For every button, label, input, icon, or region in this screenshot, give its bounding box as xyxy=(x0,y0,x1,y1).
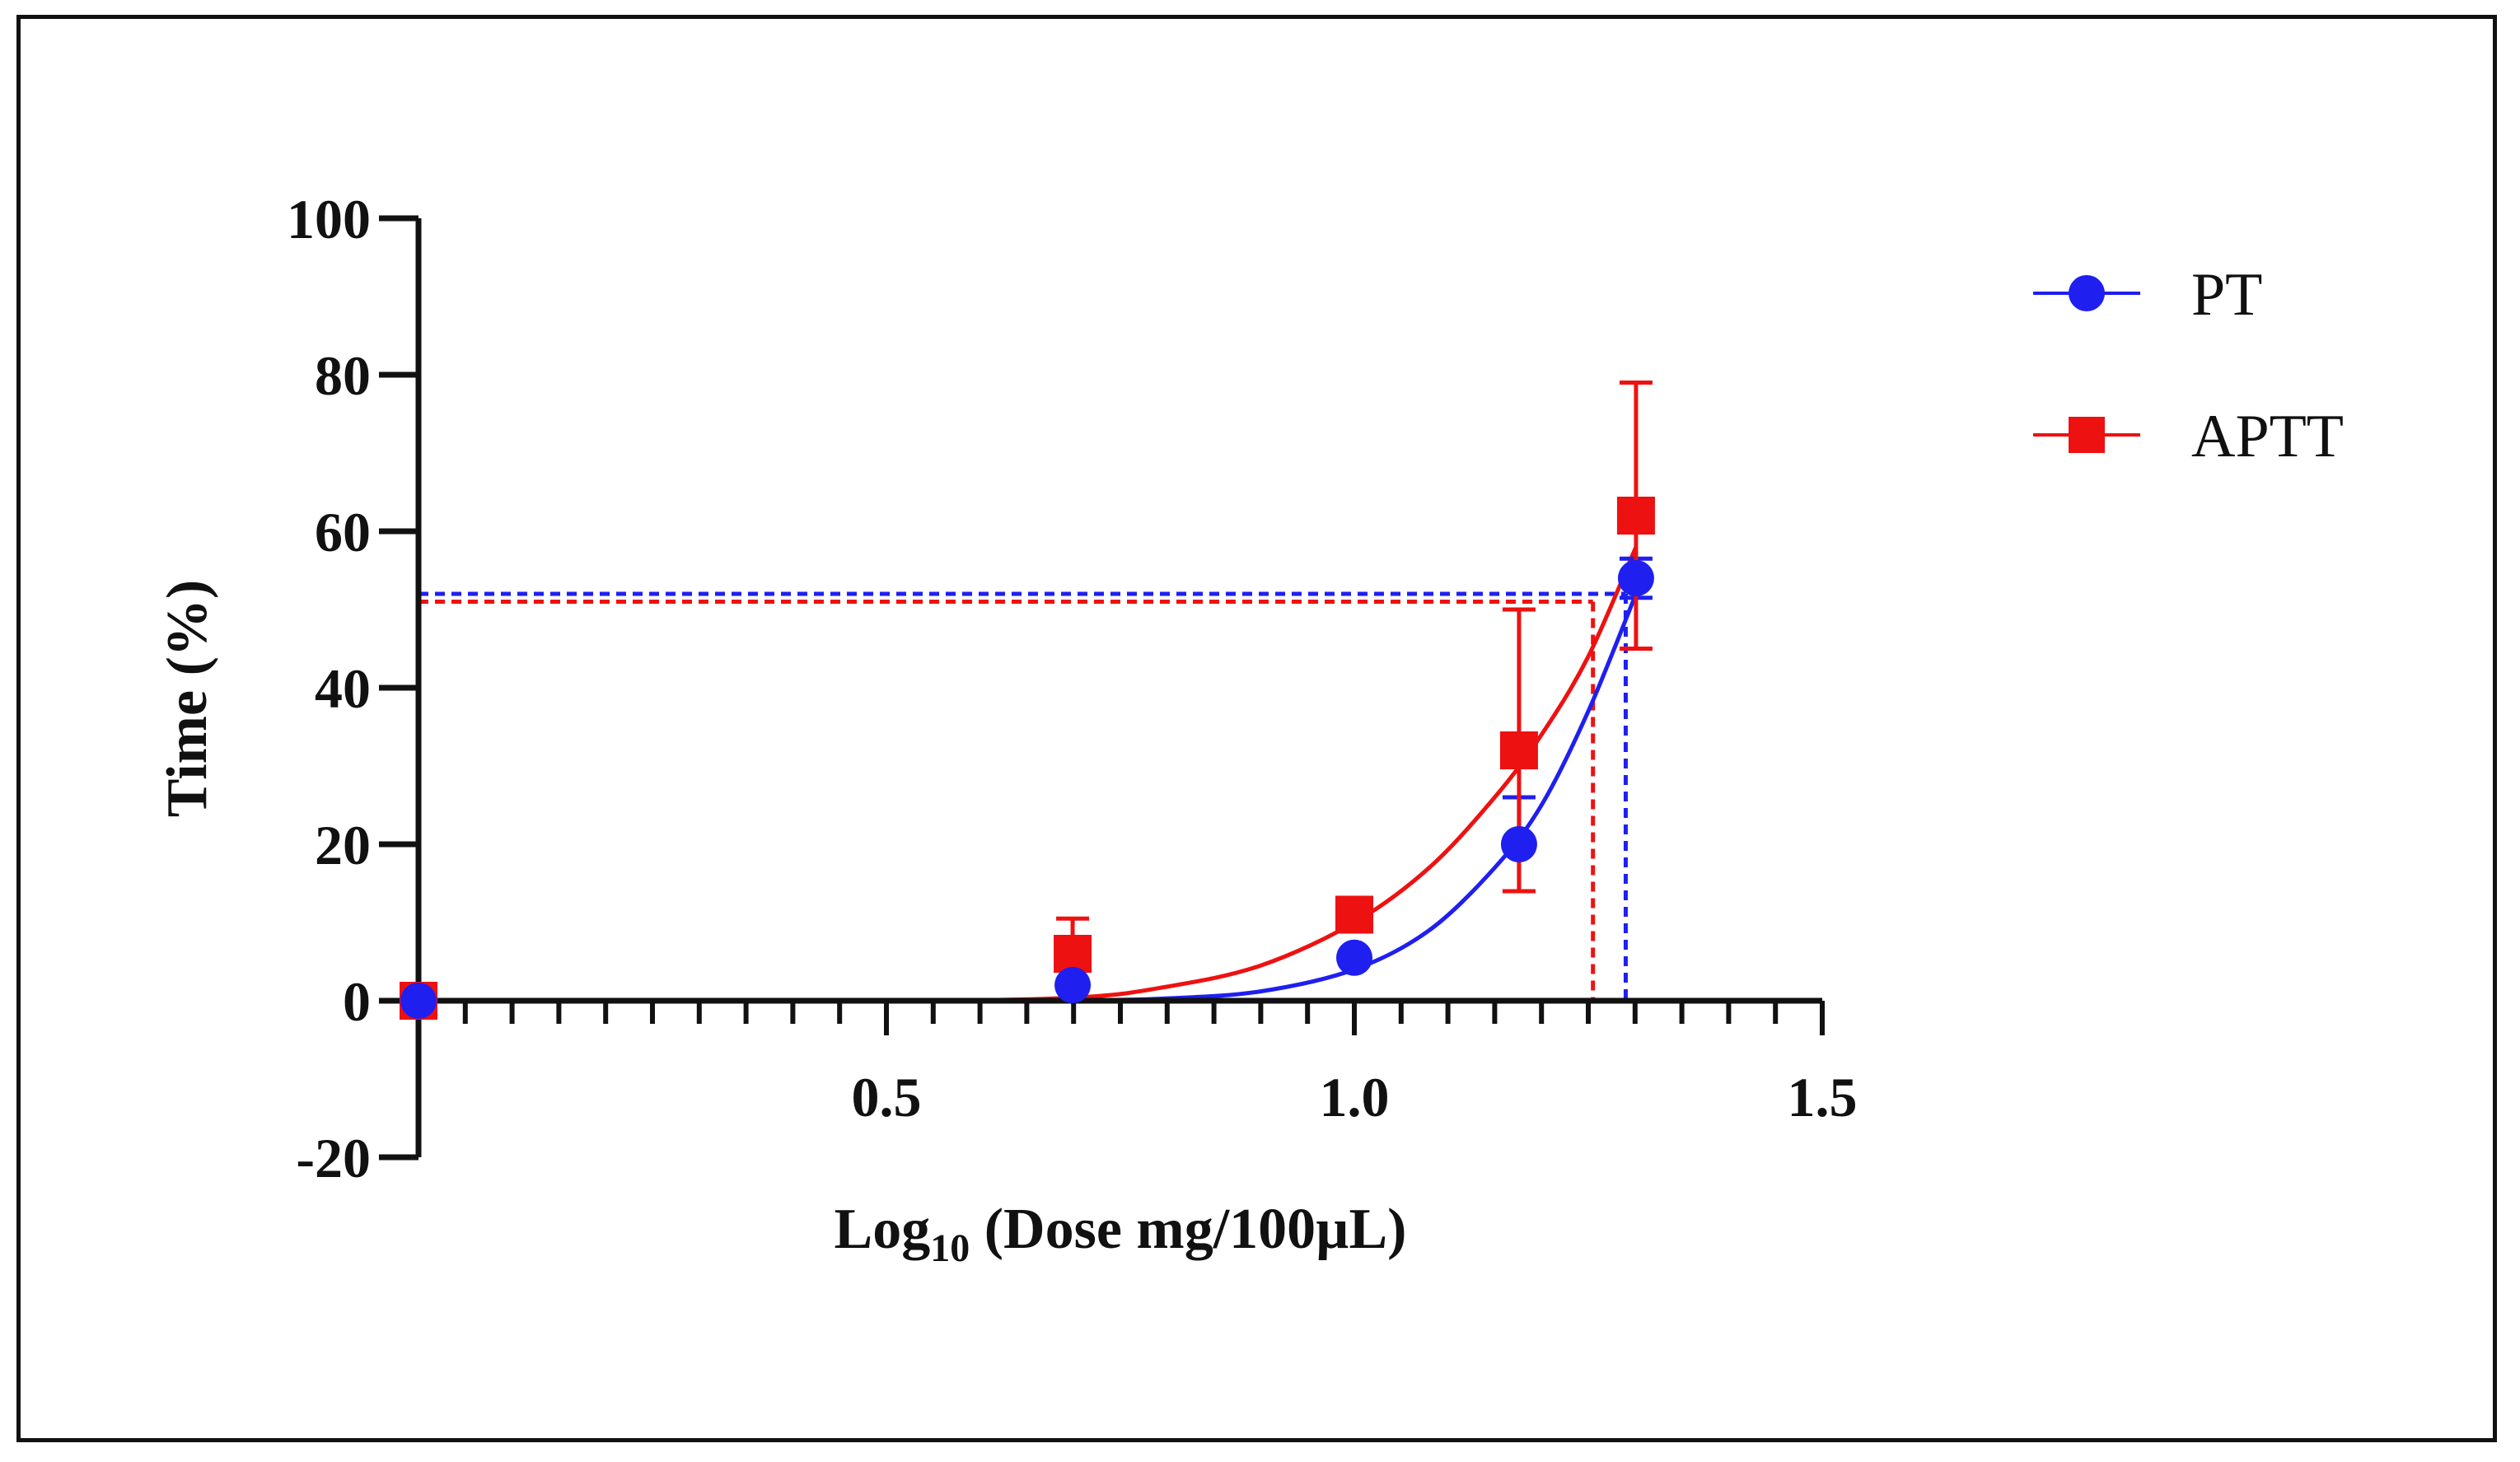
data-point-pt xyxy=(1617,560,1654,596)
data-point-pt xyxy=(1500,826,1537,862)
data-point-aptt xyxy=(1499,731,1538,769)
data-points xyxy=(400,497,1655,1020)
legend-pt-label: PT xyxy=(2191,261,2262,329)
fit-curve-pt xyxy=(418,593,1639,1003)
data-point-aptt xyxy=(1616,497,1655,535)
y-tick-label: 40 xyxy=(315,657,371,720)
x-tick-label: 1.0 xyxy=(1320,1066,1390,1128)
legend-pt-marker xyxy=(2069,275,2105,311)
data-point-pt xyxy=(1054,967,1092,1003)
x-axis-ticks: 0.5 1.0 1.5 xyxy=(462,1001,1858,1128)
y-axis-title: Time (%) xyxy=(156,580,219,817)
legend-aptt-marker xyxy=(2069,417,2105,453)
x-axis-title-rest: (Dose mg/100µL) xyxy=(970,1198,1406,1261)
ic50-reference-lines xyxy=(418,591,1628,1001)
legend-aptt-label: APTT xyxy=(2191,403,2344,470)
data-point-aptt xyxy=(1054,935,1092,973)
fitted-curves xyxy=(418,546,1639,1003)
y-axis-ticks: -20 0 20 40 60 80 100 xyxy=(287,188,418,1189)
legend: PT APTT xyxy=(2033,261,2344,470)
legend-item-aptt: APTT xyxy=(2033,403,2344,470)
x-axis-title: Log10 (Dose mg/100µL) xyxy=(835,1198,1407,1270)
y-tick-label: 20 xyxy=(315,814,371,876)
y-tick-label: 100 xyxy=(287,188,371,250)
x-axis-title-main: Log xyxy=(835,1198,931,1261)
data-point-pt xyxy=(1336,939,1372,976)
data-point-aptt xyxy=(1335,895,1373,934)
data-point-pt xyxy=(400,983,437,1019)
y-tick-label: 60 xyxy=(315,501,371,563)
x-axis-title-subscript: 10 xyxy=(930,1226,970,1270)
legend-item-pt: PT xyxy=(2033,261,2262,329)
fit-curve-aptt xyxy=(418,546,1639,1003)
y-tick-label: -20 xyxy=(296,1127,371,1189)
x-tick-label: 0.5 xyxy=(852,1066,922,1128)
figure-frame xyxy=(16,15,2497,1442)
y-tick-label: 0 xyxy=(343,970,371,1033)
y-tick-label: 80 xyxy=(315,344,371,407)
x-tick-label: 1.5 xyxy=(1788,1066,1858,1128)
